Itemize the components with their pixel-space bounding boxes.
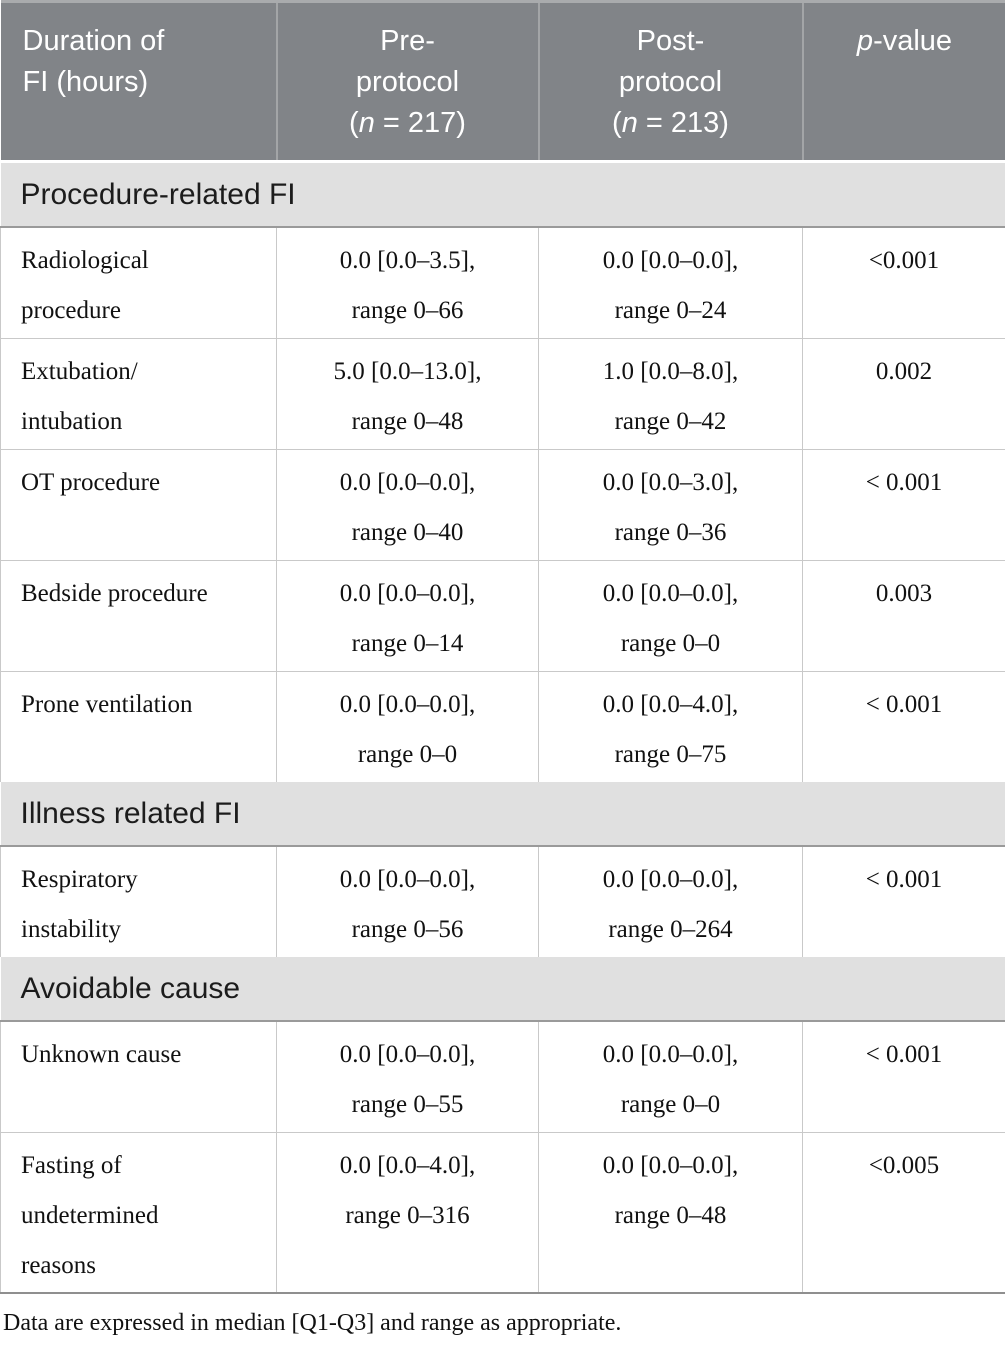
row-label: Extubation/ intubation	[0, 338, 277, 450]
row-label: Prone ventilation	[0, 671, 277, 782]
column-header-p-value: p-value	[802, 1, 1005, 163]
table-row: Respiratory instability 0.0 [0.0–0.0], r…	[0, 845, 1005, 957]
table-footnote: Data are expressed in median [Q1-Q3] and…	[3, 1310, 622, 1336]
table-row: Extubation/ intubation 5.0 [0.0–13.0], r…	[0, 338, 1005, 450]
cell-pre-protocol: 0.0 [0.0–4.0], range 0–316	[276, 1132, 539, 1294]
cell-pre-protocol: 0.0 [0.0–0.0], range 0–40	[276, 449, 539, 561]
row-label: Radiological procedure	[0, 226, 277, 339]
cell-post-protocol: 1.0 [0.0–8.0], range 0–42	[538, 338, 803, 450]
cell-p-value: < 0.001	[802, 1020, 1005, 1133]
column-header-pre-protocol: Pre- protocol (n = 217)	[276, 1, 540, 163]
cell-pre-protocol: 0.0 [0.0–0.0], range 0–56	[276, 845, 539, 957]
row-label: Bedside procedure	[0, 560, 277, 672]
section-title-procedure-related: Procedure-related FI	[0, 161, 1005, 228]
cell-post-protocol: 0.0 [0.0–0.0], range 0–0	[538, 1020, 803, 1133]
cell-p-value: 0.002	[802, 338, 1005, 450]
section-row: Illness related FI	[0, 782, 1005, 847]
cell-p-value: <0.001	[802, 226, 1005, 339]
section-title-illness-related: Illness related FI	[0, 782, 1005, 847]
italic-n: n	[621, 107, 638, 139]
column-header-post-protocol: Post- protocol (n = 213)	[538, 1, 804, 163]
cell-pre-protocol: 0.0 [0.0–3.5], range 0–66	[276, 226, 539, 339]
table-row: Radiological procedure 0.0 [0.0–3.5], ra…	[0, 226, 1005, 339]
cell-post-protocol: 0.0 [0.0–0.0], range 0–48	[538, 1132, 803, 1294]
cell-p-value: 0.003	[802, 560, 1005, 672]
italic-p: p	[856, 25, 874, 57]
section-row: Procedure-related FI	[0, 161, 1005, 228]
cell-post-protocol: 0.0 [0.0–3.0], range 0–36	[538, 449, 803, 561]
cell-p-value: < 0.001	[802, 449, 1005, 561]
section-title-avoidable-cause: Avoidable cause	[0, 957, 1005, 1022]
table-row: Bedside procedure 0.0 [0.0–0.0], range 0…	[0, 560, 1005, 672]
row-label: Unknown cause	[0, 1020, 277, 1133]
cell-post-protocol: 0.0 [0.0–4.0], range 0–75	[538, 671, 803, 782]
cell-post-protocol: 0.0 [0.0–0.0], range 0–264	[538, 845, 803, 957]
column-header-duration-label: Duration of FI (hours)	[22, 25, 165, 98]
cell-pre-protocol: 0.0 [0.0–0.0], range 0–14	[276, 560, 539, 672]
row-label: Fasting of undetermined reasons	[0, 1132, 277, 1294]
cell-p-value: < 0.001	[802, 845, 1005, 957]
table-row: Prone ventilation 0.0 [0.0–0.0], range 0…	[0, 671, 1005, 782]
cell-pre-protocol: 0.0 [0.0–0.0], range 0–0	[276, 671, 539, 782]
cell-post-protocol: 0.0 [0.0–0.0], range 0–0	[538, 560, 803, 672]
column-header-duration: Duration of FI (hours)	[0, 1, 278, 163]
cell-p-value: < 0.001	[802, 671, 1005, 782]
cell-pre-protocol: 5.0 [0.0–13.0], range 0–48	[276, 338, 539, 450]
fasting-duration-table: Duration of FI (hours) Pre- protocol (n …	[0, 0, 1005, 1294]
italic-n: n	[358, 107, 375, 139]
row-label: OT procedure	[0, 449, 277, 561]
table-row: Unknown cause 0.0 [0.0–0.0], range 0–55 …	[0, 1020, 1005, 1133]
section-row: Avoidable cause	[0, 957, 1005, 1022]
table-row: Fasting of undetermined reasons 0.0 [0.0…	[0, 1132, 1005, 1294]
cell-post-protocol: 0.0 [0.0–0.0], range 0–24	[538, 226, 803, 339]
cell-p-value: <0.005	[802, 1132, 1005, 1294]
table-header: Duration of FI (hours) Pre- protocol (n …	[0, 1, 1005, 163]
row-label: Respiratory instability	[0, 845, 277, 957]
cell-pre-protocol: 0.0 [0.0–0.0], range 0–55	[276, 1020, 539, 1133]
table-row: OT procedure 0.0 [0.0–0.0], range 0–40 0…	[0, 449, 1005, 561]
